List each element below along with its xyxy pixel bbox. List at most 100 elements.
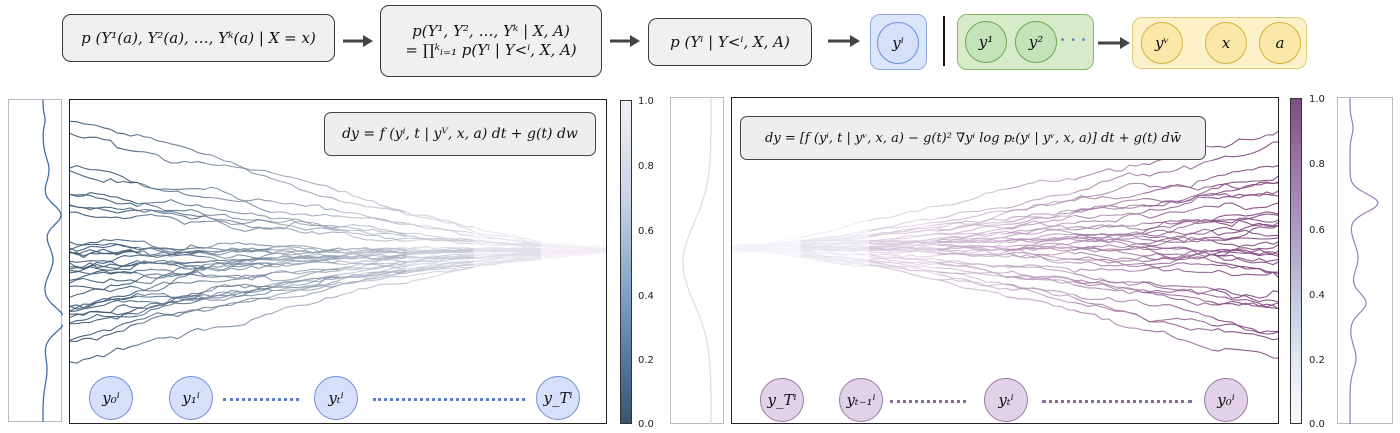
diffusion-path (1074, 236, 1144, 246)
diffusion-path (473, 246, 541, 253)
diffusion-path (70, 312, 138, 325)
forward-colorbar (620, 100, 632, 424)
diffusion-path (1074, 261, 1144, 267)
reverse-diffusion-panel: dy = [f (yⁱ, t | yᵛ, x, a) − g(t)² ∇yⁱ l… (731, 97, 1279, 424)
diffusion-path (70, 260, 138, 270)
reverse-colorbar-tick-08: 0.8 (1309, 159, 1325, 170)
diffusion-path (338, 248, 407, 254)
diffusion-path (1005, 276, 1075, 283)
diffusion-path (70, 243, 138, 251)
diffusion-path (1211, 239, 1278, 248)
diffusion-path (1211, 165, 1278, 179)
diffusion-path (406, 255, 474, 260)
diffusion-path (1142, 205, 1212, 219)
diffusion-path (137, 209, 205, 217)
diffusion-path (1211, 130, 1278, 148)
diffusion-path (70, 260, 138, 269)
diffusion-path (137, 208, 205, 220)
diffusion-path (271, 279, 340, 289)
diffusion-path (1142, 253, 1212, 263)
diffusion-path (1211, 237, 1278, 241)
diffusion-path (1211, 175, 1278, 188)
diffusion-path (937, 236, 1007, 243)
reverse-colorbar-tick-10: 1.0 (1309, 94, 1325, 105)
diffusion-path (800, 247, 870, 256)
diffusion-path (800, 255, 870, 266)
diffusion-path (70, 238, 138, 246)
diffusion-path (1005, 275, 1075, 281)
diffusion-path (70, 344, 138, 364)
reverse-node-0: y₀ⁱ (1204, 378, 1248, 422)
diffusion-path (70, 263, 138, 274)
diffusion-path (1142, 329, 1212, 351)
diffusion-path (732, 245, 801, 248)
diffusion-path (1074, 182, 1144, 202)
diffusion-path (1211, 316, 1278, 334)
forward-node-1-label: y₁ⁱ (182, 389, 200, 407)
diffusion-path (271, 276, 340, 286)
forward-node-T: y_Tⁱ (536, 376, 580, 420)
diffusion-path (1074, 258, 1144, 263)
diffusion-path (800, 220, 870, 239)
diffusion-path (406, 238, 474, 242)
diffusion-path (937, 230, 1007, 241)
diffusion-path (1005, 228, 1075, 235)
diffusion-path (1074, 212, 1144, 219)
diffusion-path (137, 213, 205, 225)
diffusion-path (406, 222, 474, 237)
conditioning-node-1: y¹ (965, 21, 1007, 63)
diffusion-path (473, 226, 541, 243)
diffusion-path (937, 239, 1007, 244)
reverse-node-t-minus-1: yₜ₋₁ⁱ (839, 378, 883, 422)
diffusion-path (137, 202, 205, 216)
diffusion-path (338, 282, 407, 297)
diffusion-path (204, 262, 272, 272)
diffusion-path (1142, 183, 1212, 195)
diffusion-path (800, 246, 870, 252)
left-density-curve (42, 100, 63, 422)
diffusion-path (137, 250, 205, 256)
forward-node-t: yₜⁱ (314, 376, 358, 420)
diffusion-path (1142, 196, 1212, 214)
forward-colorbar-tick-04: 0.4 (638, 291, 654, 302)
diffusion-path (1211, 253, 1278, 266)
reverse-colorbar-tick-04: 0.4 (1309, 290, 1325, 301)
diffusion-path (937, 232, 1007, 239)
diffusion-path (732, 245, 801, 250)
diffusion-path (406, 214, 474, 228)
diffusion-path (137, 259, 205, 268)
diffusion-path (1142, 248, 1212, 261)
diffusion-path (70, 248, 138, 259)
diffusion-path (1074, 256, 1144, 267)
diffusion-path (338, 269, 407, 279)
output-node-x-label: x (1221, 34, 1231, 52)
diffusion-path (271, 251, 340, 258)
diffusion-path (204, 263, 272, 270)
diffusion-path (1074, 203, 1144, 213)
diffusion-path (70, 249, 138, 257)
diffusion-path (70, 269, 138, 281)
diffusion-path (1142, 218, 1212, 231)
diffusion-path (868, 250, 938, 254)
diffusion-path (271, 295, 340, 315)
diffusion-path (937, 267, 1007, 274)
diffusion-path (1074, 302, 1144, 319)
diffusion-path (1211, 222, 1278, 232)
diffusion-path (1074, 297, 1144, 319)
diffusion-path (1005, 264, 1075, 273)
diffusion-path (1211, 217, 1278, 224)
diffusion-path (937, 207, 1007, 219)
diffusion-path (338, 254, 407, 261)
diffusion-path (204, 264, 272, 272)
target-node: yⁱ (877, 22, 919, 64)
diffusion-path (271, 172, 340, 193)
reverse-dots-2 (1042, 400, 1192, 403)
diffusion-path (868, 217, 938, 232)
diffusion-path (1005, 237, 1075, 244)
joint-distribution-label: p (Y¹(a), Y²(a), …, Yᵏ(a) | X = x) (81, 28, 316, 47)
diffusion-path (1142, 235, 1212, 241)
diffusion-path (338, 231, 407, 242)
diffusion-path (1142, 248, 1212, 257)
diffusion-path (1142, 228, 1212, 237)
diffusion-path (70, 277, 138, 284)
